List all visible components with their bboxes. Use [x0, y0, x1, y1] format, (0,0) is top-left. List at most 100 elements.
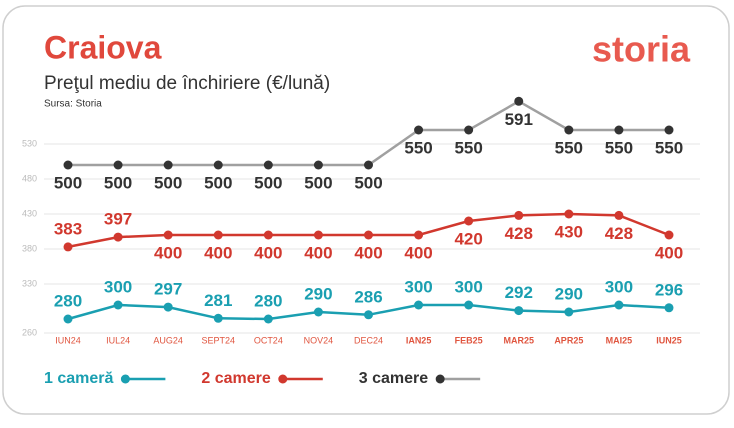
value-label: 550 [555, 138, 583, 157]
y-tick-label: 530 [22, 138, 37, 148]
value-label: 420 [454, 229, 482, 248]
legend-label: 2 camere [201, 370, 270, 387]
x-tick-label: IUN24 [55, 335, 81, 345]
point [163, 160, 173, 170]
point [213, 160, 223, 170]
point [163, 230, 173, 240]
point [63, 242, 73, 252]
value-label: 280 [54, 291, 82, 310]
legend-label: 1 cameră [44, 370, 113, 387]
chart-title: Craiova [44, 29, 162, 65]
value-label: 550 [454, 138, 482, 157]
point [263, 160, 273, 170]
value-label: 383 [54, 219, 82, 238]
y-tick-label: 260 [22, 327, 37, 337]
x-tick-label: AUG24 [153, 335, 183, 345]
point [414, 125, 424, 135]
value-label: 428 [505, 224, 533, 243]
value-label: 400 [404, 243, 432, 262]
point [464, 300, 474, 310]
y-tick-label: 480 [22, 173, 37, 183]
point [263, 230, 273, 240]
point [514, 306, 524, 316]
value-label: 286 [354, 287, 382, 306]
point [664, 230, 674, 240]
point [113, 232, 123, 242]
value-label: 550 [605, 138, 633, 157]
y-tick-label: 380 [22, 243, 37, 253]
value-label: 500 [154, 173, 182, 192]
point [614, 125, 624, 135]
point [564, 209, 574, 219]
value-label: 400 [204, 243, 232, 262]
value-label: 297 [154, 280, 182, 299]
value-label: 292 [505, 283, 533, 302]
value-label: 400 [254, 243, 282, 262]
point [163, 302, 173, 312]
x-tick-label: MAR25 [503, 335, 534, 345]
point [63, 160, 73, 170]
value-label: 400 [655, 243, 683, 262]
value-label: 500 [54, 173, 82, 192]
value-label: 281 [204, 291, 232, 310]
value-label: 400 [154, 243, 182, 262]
value-label: 550 [404, 138, 432, 157]
value-label: 430 [555, 222, 583, 241]
chart-subtitle: Preţul mediu de închiriere (€/lună) [44, 73, 330, 94]
point [564, 125, 574, 135]
value-label: 300 [104, 277, 132, 296]
value-label: 500 [254, 173, 282, 192]
point [364, 230, 373, 240]
value-label: 397 [104, 210, 132, 229]
x-tick-label: IUL24 [106, 335, 130, 345]
point [213, 230, 223, 240]
point [313, 307, 323, 317]
x-tick-label: OCT24 [254, 335, 283, 345]
legend-dot [120, 374, 130, 384]
value-label: 428 [605, 224, 633, 243]
point [614, 210, 624, 220]
x-tick-label: FEB25 [455, 335, 483, 345]
point [514, 96, 524, 106]
value-label: 290 [304, 284, 332, 303]
legend-dot [278, 374, 288, 384]
point [263, 314, 273, 324]
value-label: 550 [655, 138, 683, 157]
x-tick-label: SEPT24 [201, 335, 235, 345]
point [664, 303, 674, 313]
value-label: 290 [555, 284, 583, 303]
x-tick-label: IUN25 [656, 335, 682, 345]
logo: storia [592, 29, 691, 70]
x-tick-label: MAI25 [606, 335, 633, 345]
point [414, 230, 424, 240]
point [464, 125, 474, 135]
value-label: 500 [204, 173, 232, 192]
point [113, 160, 123, 170]
value-label: 300 [605, 277, 633, 296]
value-label: 591 [505, 110, 533, 129]
point [63, 314, 73, 324]
point [113, 300, 123, 310]
y-tick-label: 430 [22, 208, 37, 218]
legend-label: 3 camere [359, 370, 428, 387]
point [313, 160, 323, 170]
value-label: 280 [254, 291, 282, 310]
x-tick-label: APR25 [554, 335, 583, 345]
point [364, 160, 373, 170]
value-label: 500 [304, 173, 332, 192]
y-tick-label: 330 [22, 278, 37, 288]
value-label: 500 [354, 173, 382, 192]
x-tick-label: DEC24 [354, 335, 383, 345]
value-label: 300 [454, 277, 482, 296]
point [664, 125, 674, 135]
value-label: 500 [104, 173, 132, 192]
value-label: 400 [304, 243, 332, 262]
value-label: 296 [655, 280, 683, 299]
point [464, 216, 474, 226]
point [564, 307, 574, 317]
point [514, 210, 524, 220]
point [313, 230, 323, 240]
value-label: 300 [404, 277, 432, 296]
source: Sursa: Storia [44, 99, 102, 110]
